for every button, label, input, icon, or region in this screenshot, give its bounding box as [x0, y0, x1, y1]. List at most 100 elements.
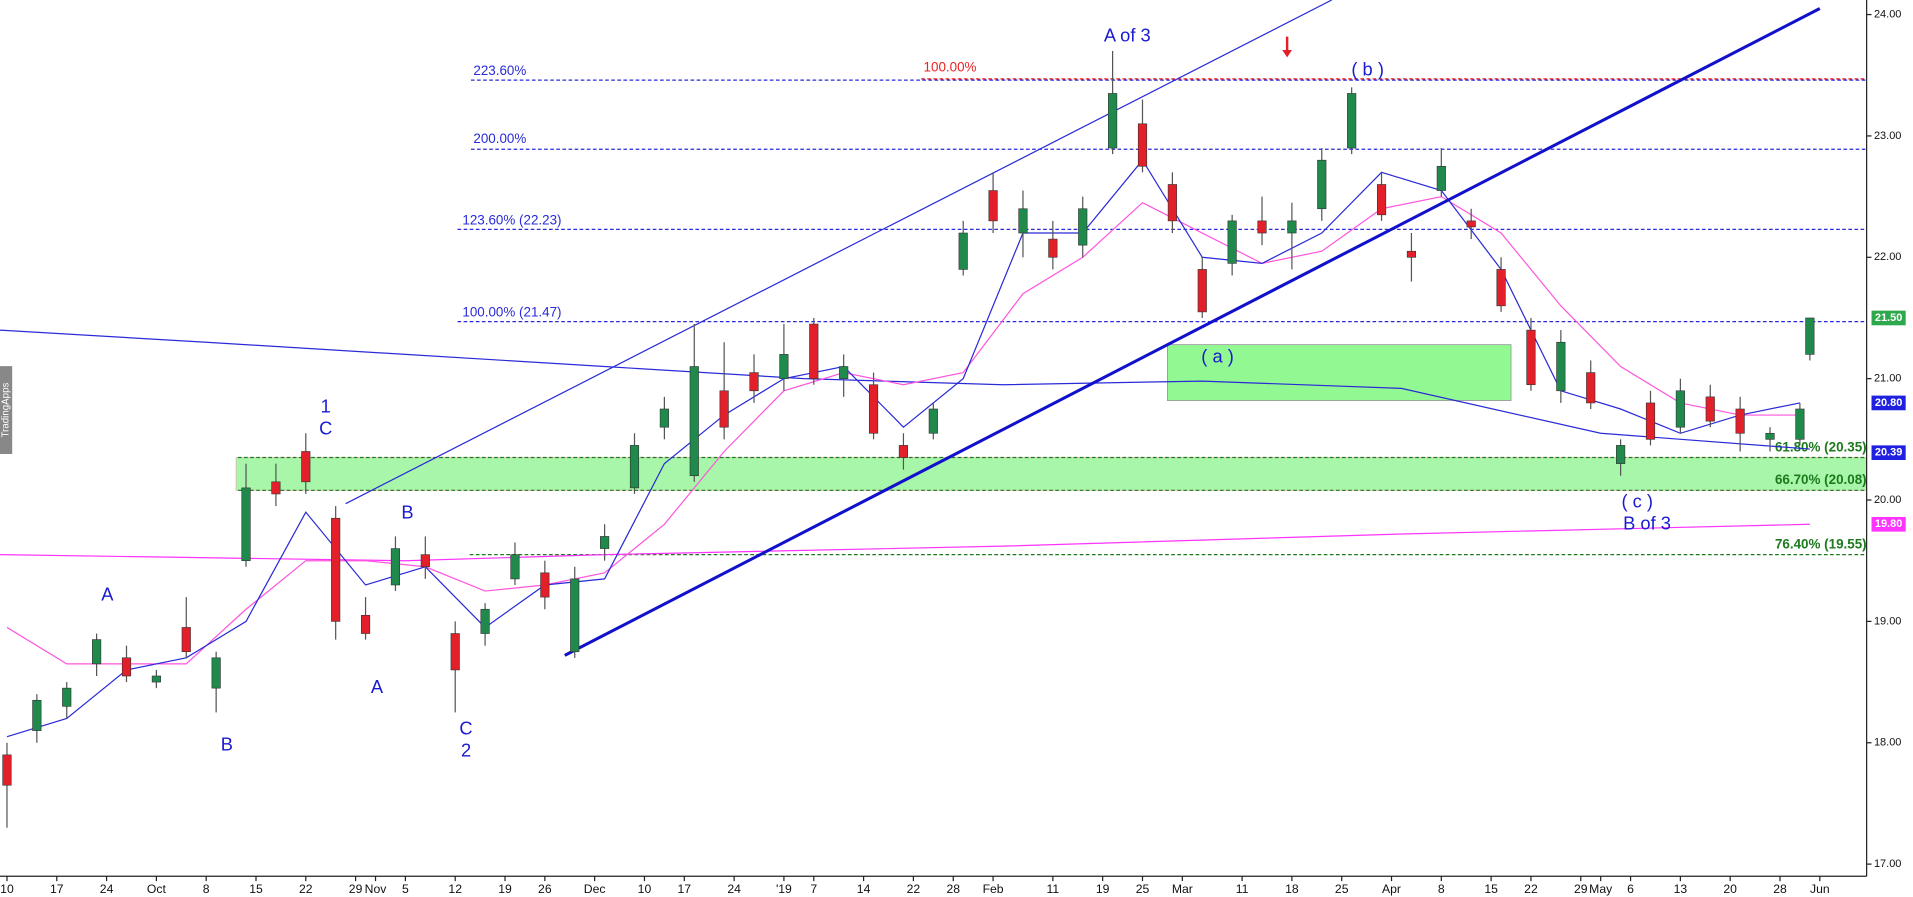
wave-label: A: [371, 676, 384, 697]
candle-body: [2, 754, 12, 786]
candle-body: [1496, 269, 1506, 307]
candle-body: [1735, 408, 1745, 434]
candle-body: [211, 657, 221, 689]
x-tick-label: 6: [1627, 882, 1634, 896]
line: [564, 7, 1821, 657]
candle-body: [629, 445, 640, 489]
wave-label: 2: [461, 740, 471, 761]
candle-body: [1227, 220, 1237, 264]
level-label: 100.00%: [924, 59, 977, 74]
x-tick-label: 18: [1285, 882, 1299, 896]
wave-label: ( c ): [1622, 491, 1654, 512]
branding: TradingApps: [1, 382, 12, 437]
candle-body: [1376, 184, 1387, 216]
x-tick-label: Apr: [1382, 882, 1401, 896]
y-tick-label: 18.00: [1874, 737, 1901, 749]
x-tick-label: 10: [638, 882, 652, 896]
x-tick-label: 28: [946, 882, 960, 896]
x-tick-label: 25: [1136, 882, 1150, 896]
x-tick-label: 11: [1236, 882, 1249, 896]
candle-body: [1108, 93, 1118, 149]
arrow-head: [1282, 50, 1293, 58]
candle-body: [1167, 184, 1177, 222]
wave-label: B of 3: [1623, 513, 1671, 534]
candle-body: [540, 572, 550, 598]
candle-body: [1795, 408, 1805, 440]
candle-body: [301, 451, 311, 483]
level-label: 200.00%: [473, 131, 526, 146]
x-tick-label: 17: [678, 882, 692, 896]
x-tick-label: 8: [203, 882, 210, 896]
zones: [235, 344, 1868, 491]
candle-body: [1466, 220, 1476, 228]
candle-body: [1526, 329, 1536, 386]
x-tick-label: Nov: [365, 882, 388, 896]
line: [6, 195, 1800, 665]
wave-label: C: [459, 718, 472, 739]
candle-body: [1018, 208, 1028, 234]
price-tag-label: 21.50: [1875, 312, 1902, 324]
x-tick-label: 22: [1524, 882, 1538, 896]
price-tag-label: 20.39: [1875, 447, 1902, 459]
candle-body: [600, 536, 610, 549]
y-tick-label: 17.00: [1874, 858, 1901, 870]
candle-body: [1586, 372, 1596, 404]
candle-body: [988, 190, 998, 222]
candle-body: [420, 554, 430, 568]
x-tick-label: 29: [349, 882, 363, 896]
candle-body: [32, 699, 42, 731]
candle-body: [121, 657, 132, 677]
wave-label: B: [221, 733, 233, 754]
line: [0, 329, 1810, 450]
axis-panel: [0, 876, 1913, 897]
candle-body: [1257, 220, 1267, 234]
price-tag-label: 19.80: [1875, 518, 1902, 530]
y-tick-label: 19.00: [1874, 615, 1901, 627]
candle-body: [659, 408, 669, 428]
x-tick-label: Jun: [1810, 882, 1830, 896]
branding-bg: [0, 366, 13, 454]
x-tick-label: Oct: [147, 882, 167, 896]
wave-label: ( b ): [1351, 59, 1384, 80]
candle-body: [390, 548, 401, 586]
candle-body: [181, 627, 191, 653]
x-tick-label: 13: [1674, 882, 1688, 896]
price-tag: [1871, 445, 1906, 461]
candle-body: [510, 554, 520, 580]
x-tick-label: 19: [1096, 882, 1110, 896]
x-tick-label: 22: [907, 882, 921, 896]
level-label: 61.80% (20.35): [1775, 439, 1867, 454]
x-tick-label: 20: [1723, 882, 1737, 896]
x-tick-label: May: [1589, 882, 1613, 896]
y-tick-label: 23.00: [1874, 130, 1901, 142]
x-tick-label: 19: [498, 882, 512, 896]
candle-body: [1805, 317, 1815, 355]
candle-body: [450, 633, 460, 671]
candle-body: [1765, 432, 1775, 440]
candle-body: [749, 372, 759, 392]
level-label: 76.40% (19.55): [1775, 536, 1867, 551]
x-tick-label: 12: [448, 882, 462, 896]
x-tick-label: 29: [1574, 882, 1588, 896]
price-tag-label: 20.80: [1875, 397, 1902, 409]
x-tick-label: 14: [857, 882, 871, 896]
price-tag: [1871, 395, 1906, 411]
branding-tab: TradingApps: [0, 366, 13, 454]
x-tick-label: Feb: [983, 882, 1004, 896]
y-tick-label: 24.00: [1874, 8, 1901, 20]
candle-body: [1317, 159, 1327, 210]
x-tick-label: 15: [1484, 882, 1498, 896]
candle-body: [62, 687, 72, 707]
x-tick-label: 15: [249, 882, 263, 896]
wave-label: B: [401, 502, 413, 523]
candle-body: [480, 608, 490, 634]
candle-body: [1287, 220, 1297, 234]
x-tick-label: Dec: [584, 882, 606, 896]
y-tick-label: 21.00: [1874, 373, 1901, 385]
candle-body: [898, 445, 909, 458]
